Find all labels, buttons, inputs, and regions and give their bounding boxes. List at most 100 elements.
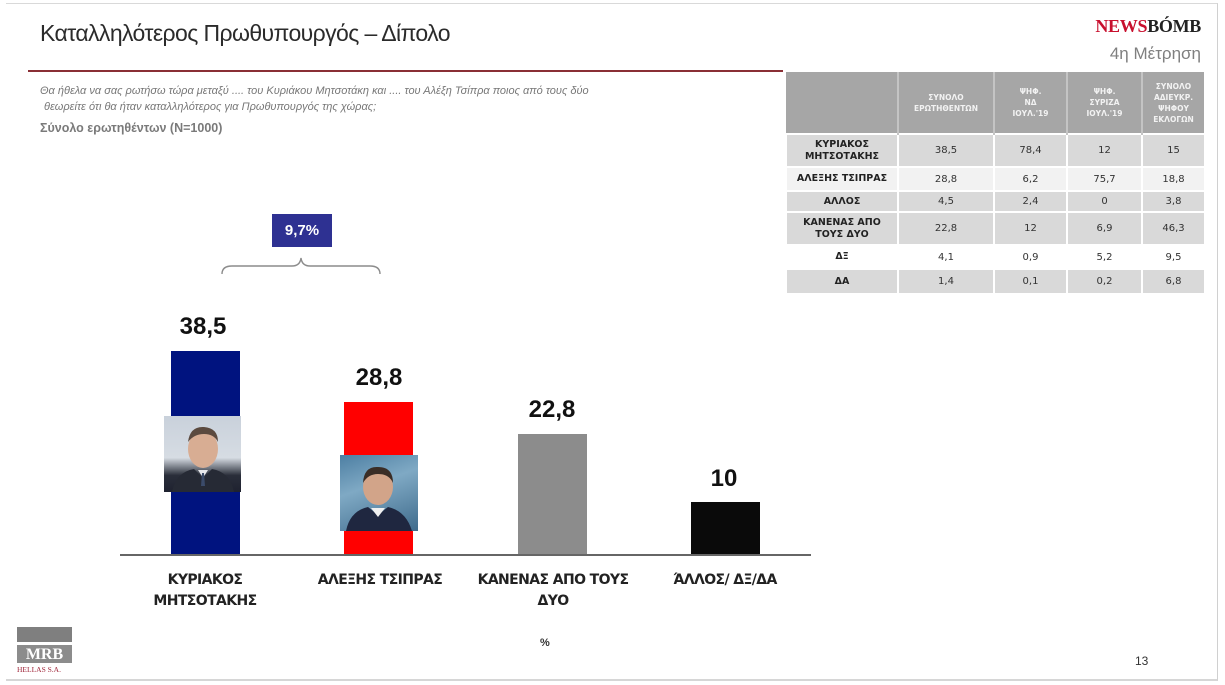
row-label-line: ΚΥΡΙΑΚΟΣ [814, 138, 870, 150]
cell: 12 [993, 211, 1067, 245]
crosstab-table: ΣΥΝΟΛΟ ΕΡΩΤΗΘΕΝΤΩΝ ΨΗΦ. ΝΔ ΙΟΥΛ.'19 ΨΗΦ.… [785, 72, 1204, 293]
bar-value-tsipras: 28,8 [355, 364, 403, 391]
unit-label: % [540, 637, 550, 649]
header-line: ΣΥΡΙΖΑ [1089, 98, 1120, 107]
header-line: ΕΡΩΤΗΘΕΝΤΩΝ [914, 103, 978, 113]
logo-text: MRB [17, 645, 72, 663]
header-line: ΙΟΥΛ.'19 [1086, 109, 1123, 118]
page-number: 13 [1135, 654, 1149, 668]
row-label-line: ΤΟΥΣ ΔΥΟ [815, 228, 869, 240]
header-line: ΙΟΥΛ.'19 [1012, 109, 1049, 118]
row-label: ΚΥΡΙΑΚΟΣ ΜΗΤΣΟΤΑΚΗΣ [785, 133, 898, 167]
question-line-1: Θα ήθελα να σας ρωτήσω τώρα μεταξύ .... … [40, 85, 589, 97]
portrait-icon [346, 466, 412, 531]
logo-bar [17, 627, 72, 642]
cell: 0,1 [993, 268, 1067, 293]
measurement-label: 4η Μέτρηση [1109, 44, 1201, 63]
row-label: ΑΛΛΟΣ [785, 190, 898, 212]
table-row-tsipras: ΑΛΕΞΗΣ ΤΣΙΠΡΑΣ 28,8 6,2 75,7 18,8 [785, 166, 1204, 191]
bar-value-other: 10 [710, 465, 738, 492]
row-label: ΑΛΕΞΗΣ ΤΣΙΠΡΑΣ [785, 166, 898, 191]
tsipras-photo [340, 455, 418, 531]
header-nd-voters: ΨΗΦ. ΝΔ ΙΟΥΛ.'19 [993, 72, 1067, 134]
header-undecided: ΣΥΝΟΛΟ ΑΔΙΕΥΚΡ. ΨΗΦΟΥ ΕΚΛΟΓΩΝ [1141, 72, 1204, 134]
cell: 0 [1066, 190, 1142, 212]
category-label-other: ΆΛΛΟΣ/ ΔΞ/ΔΑ [635, 570, 815, 591]
label-line: ΚΑΝΕΝΑΣ ΑΠΟ ΤΟΥΣ [477, 572, 629, 588]
cell: 9,5 [1141, 244, 1204, 269]
cell: 46,3 [1141, 211, 1204, 245]
portrait-icon [172, 426, 234, 492]
label-line: ΚΥΡΙΑΚΟΣ [167, 572, 243, 588]
brand-bomb: BÓMB [1147, 16, 1201, 36]
header-total: ΣΥΝΟΛΟ ΕΡΩΤΗΘΕΝΤΩΝ [897, 72, 994, 134]
curly-brace-icon [221, 257, 381, 275]
bar-other-dk-na [691, 502, 760, 555]
bar-value-none: 22,8 [528, 396, 576, 423]
row-label-line: ΚΑΝΕΝΑΣ ΑΠΟ [803, 216, 881, 228]
bar-none-of-two [518, 434, 587, 555]
label-line: ΆΛΛΟΣ/ ΔΞ/ΔΑ [673, 572, 777, 588]
table-row-other: ΑΛΛΟΣ 4,5 2,4 0 3,8 [785, 190, 1204, 212]
slide-title: Καταλληλότερος Πρωθυπουργός – Δίπολο [40, 20, 451, 46]
header-line: ΝΔ [1024, 98, 1037, 107]
category-label-none: ΚΑΝΕΝΑΣ ΑΠΟ ΤΟΥΣ ΔΥΟ [463, 570, 643, 612]
sample-base: Σύνολο ερωτηθέντων (N=1000) [40, 121, 223, 135]
cell: 0,2 [1066, 268, 1142, 293]
table-row-na: ΔΑ 1,4 0,1 0,2 6,8 [785, 268, 1204, 293]
cell: 2,4 [993, 190, 1067, 212]
question-line-2: θεωρείτε ότι θα ήταν καταλληλότερος για … [44, 101, 377, 113]
cell: 4,5 [897, 190, 994, 212]
table-row-mitsotakis: ΚΥΡΙΑΚΟΣ ΜΗΤΣΟΤΑΚΗΣ 38,5 78,4 12 15 [785, 133, 1204, 167]
cell: 12 [1066, 133, 1142, 167]
brand-news: NEWS [1095, 16, 1148, 36]
bar-chart: 9,7% 38,5 28,8 22,8 10 ΚΥΡΙΑΚΟΣ ΜΗΤΣΟΤΑΚ… [115, 214, 815, 649]
cell: 15 [1141, 133, 1204, 167]
label-line: ΔΥΟ [537, 593, 569, 609]
newsbomb-logo: NEWSBÓMB [1095, 16, 1201, 37]
x-axis-line [120, 554, 811, 556]
header-syriza-voters: ΨΗΦ. ΣΥΡΙΖΑ ΙΟΥΛ.'19 [1066, 72, 1142, 134]
cell: 6,9 [1066, 211, 1142, 245]
row-label: ΔΞ [785, 244, 898, 269]
cell: 3,8 [1141, 190, 1204, 212]
category-label-tsipras: ΑΛΕΞΗΣ ΤΣΙΠΡΑΣ [290, 570, 470, 591]
row-label: ΔΑ [785, 268, 898, 293]
category-label-mitsotakis: ΚΥΡΙΑΚΟΣ ΜΗΤΣΟΤΑΚΗΣ [115, 570, 295, 612]
label-line: ΜΗΤΣΟΤΑΚΗΣ [153, 593, 257, 609]
cell: 6,2 [993, 166, 1067, 191]
cell: 75,7 [1066, 166, 1142, 191]
table-header-row: ΣΥΝΟΛΟ ΕΡΩΤΗΘΕΝΤΩΝ ΨΗΦ. ΝΔ ΙΟΥΛ.'19 ΨΗΦ.… [786, 72, 1204, 134]
cell: 18,8 [1141, 166, 1204, 191]
header-line: ΨΗΦ. [1093, 87, 1116, 96]
label-line: ΑΛΕΞΗΣ ΤΣΙΠΡΑΣ [317, 572, 443, 588]
table-row-none: ΚΑΝΕΝΑΣ ΑΠΟ ΤΟΥΣ ΔΥΟ 22,8 12 6,9 46,3 [785, 211, 1204, 245]
slide-frame [6, 3, 1218, 681]
header-line: ΑΔΙΕΥΚΡ. [1153, 92, 1194, 102]
mitsotakis-photo [164, 416, 241, 492]
cell: 5,2 [1066, 244, 1142, 269]
logo-subtext: HELLAS S.A. [17, 665, 61, 674]
difference-badge: 9,7% [272, 214, 332, 247]
row-label-line: ΜΗΤΣΟΤΑΚΗΣ [804, 150, 880, 162]
cell: 28,8 [897, 166, 994, 191]
cell: 4,1 [897, 244, 994, 269]
header-empty [786, 72, 898, 134]
row-label: ΚΑΝΕΝΑΣ ΑΠΟ ΤΟΥΣ ΔΥΟ [785, 211, 898, 245]
bar-value-mitsotakis: 38,5 [179, 313, 227, 340]
header-line: ΨΗΦ. [1019, 87, 1042, 96]
cell: 6,8 [1141, 268, 1204, 293]
cell: 78,4 [993, 133, 1067, 167]
header-line: ΨΗΦΟΥ [1158, 103, 1189, 113]
cell: 22,8 [897, 211, 994, 245]
mrb-logo: MRB HELLAS S.A. [17, 627, 72, 674]
table-row-dk: ΔΞ 4,1 0,9 5,2 9,5 [785, 244, 1204, 269]
header-line: ΣΥΝΟΛΟ [928, 92, 964, 102]
survey-question: Θα ήθελα να σας ρωτήσω τώρα μεταξύ .... … [40, 83, 690, 115]
cell: 0,9 [993, 244, 1067, 269]
header-line: ΣΥΝΟΛΟ [1155, 81, 1192, 91]
cell: 38,5 [897, 133, 994, 167]
title-divider [28, 70, 783, 72]
header-line: ΕΚΛΟΓΩΝ [1153, 114, 1194, 124]
cell: 1,4 [897, 268, 994, 293]
